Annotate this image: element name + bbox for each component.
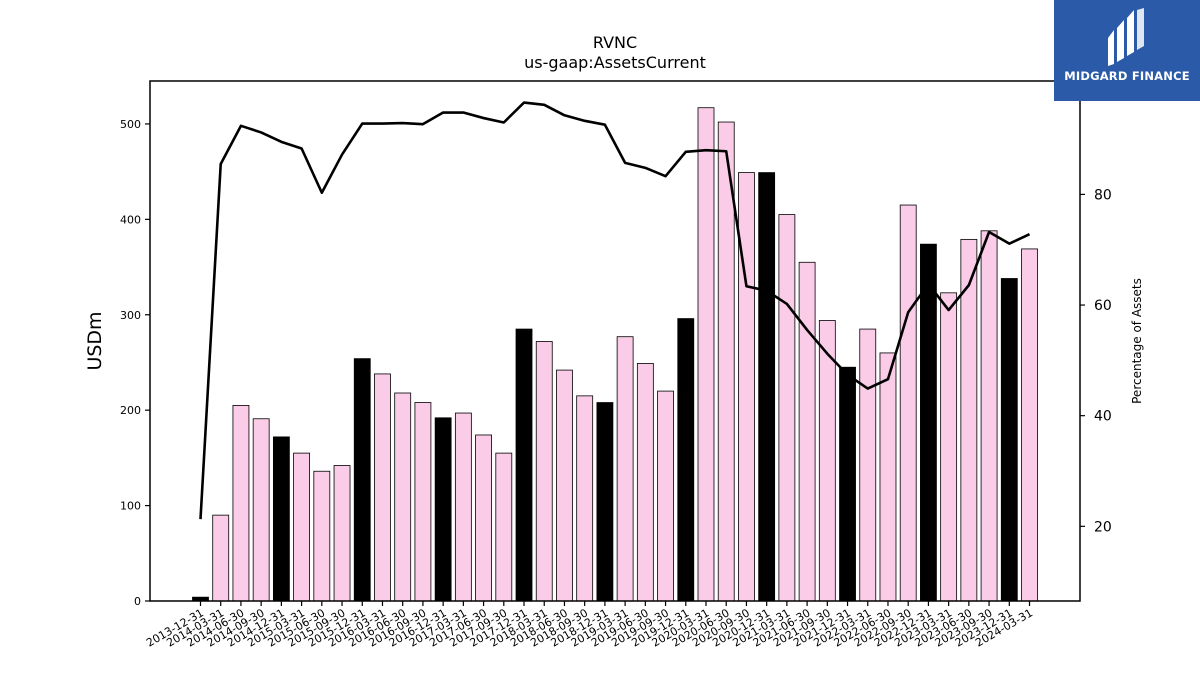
y-tick-label: 100: [120, 500, 141, 513]
bar-2019-12-31: [677, 318, 695, 602]
x-axis: 2013-12-312014-03-312014-06-302014-09-30…: [144, 601, 1035, 650]
y-tick-label: 500: [120, 118, 141, 131]
bar-2021-12-31: [839, 366, 856, 602]
y-axis-right: 20 40 60 80: [1080, 187, 1112, 535]
bar-2017-09-30: [495, 452, 513, 602]
y-tick-label: 0: [134, 595, 141, 608]
bar-2022-12-31: [920, 243, 937, 602]
bar-2020-03-31: [697, 107, 715, 602]
brand-logo: MIDGARD FINANCE: [1054, 0, 1200, 101]
bar-2022-06-30: [879, 352, 897, 602]
chart-title: RVNC: [593, 33, 637, 52]
bar-2021-06-30: [798, 261, 816, 602]
bar-2014-09-30: [252, 418, 270, 602]
bar-2018-12-31: [596, 402, 614, 602]
y-tick-label: 200: [120, 404, 141, 417]
bar-2019-09-30: [657, 390, 674, 602]
y2-tick-label: 40: [1094, 409, 1112, 425]
bar-2023-12-31: [1000, 278, 1018, 602]
y2-tick-label: 60: [1094, 298, 1112, 314]
bars-group: [192, 107, 1038, 602]
bar-2018-03-31: [535, 341, 553, 602]
bar-2014-06-30: [232, 404, 250, 602]
bar-2016-03-31: [374, 373, 391, 602]
bar-2016-06-30: [394, 392, 412, 602]
bar-2014-03-31: [212, 514, 230, 602]
bar-2021-03-31: [778, 214, 796, 602]
bar-2018-06-30: [556, 369, 573, 602]
y2-axis-label: Percentage of Assets: [1130, 278, 1144, 404]
y-tick-label: 400: [120, 213, 141, 226]
bar-2015-09-30: [333, 465, 351, 602]
plot-frame: [149, 80, 1081, 602]
bar-2017-12-31: [515, 328, 533, 602]
bar-2015-12-31: [353, 358, 371, 602]
y2-tick-label: 20: [1094, 519, 1112, 535]
bar-2017-06-30: [475, 434, 492, 602]
logo-mark-icon: [1108, 8, 1144, 66]
bar-2016-12-31: [434, 417, 452, 602]
bar-2020-12-31: [758, 172, 776, 602]
bar-2019-03-31: [616, 336, 634, 602]
chart-subtitle: us-gaap:AssetsCurrent: [524, 53, 706, 72]
bar-2022-09-30: [899, 204, 917, 602]
line-group: [199, 101, 1031, 520]
bar-2018-09-30: [576, 395, 594, 602]
bar-2015-06-30: [313, 470, 331, 602]
bar-2016-09-30: [414, 402, 432, 602]
y-axis-label: USDm: [84, 311, 106, 370]
bar-2024-03-31: [1021, 248, 1038, 602]
bar-2019-06-30: [636, 363, 654, 602]
bar-2023-09-30: [980, 230, 998, 602]
bar-2022-03-31: [859, 328, 877, 602]
y-tick-label: 300: [120, 309, 141, 322]
bar-2020-09-30: [738, 172, 755, 602]
logo-text: MIDGARD FINANCE: [1064, 69, 1190, 83]
bar-2021-09-30: [818, 320, 836, 602]
percentage-line: [199, 101, 1031, 520]
y-axis-left: 0 100 200 300 400 500: [120, 118, 150, 608]
bar-2017-03-31: [454, 412, 472, 602]
bar-2014-12-31: [272, 436, 290, 602]
bar-2015-03-31: [293, 452, 311, 602]
y2-tick-label: 80: [1094, 187, 1112, 203]
bar-2023-03-31: [940, 292, 958, 602]
